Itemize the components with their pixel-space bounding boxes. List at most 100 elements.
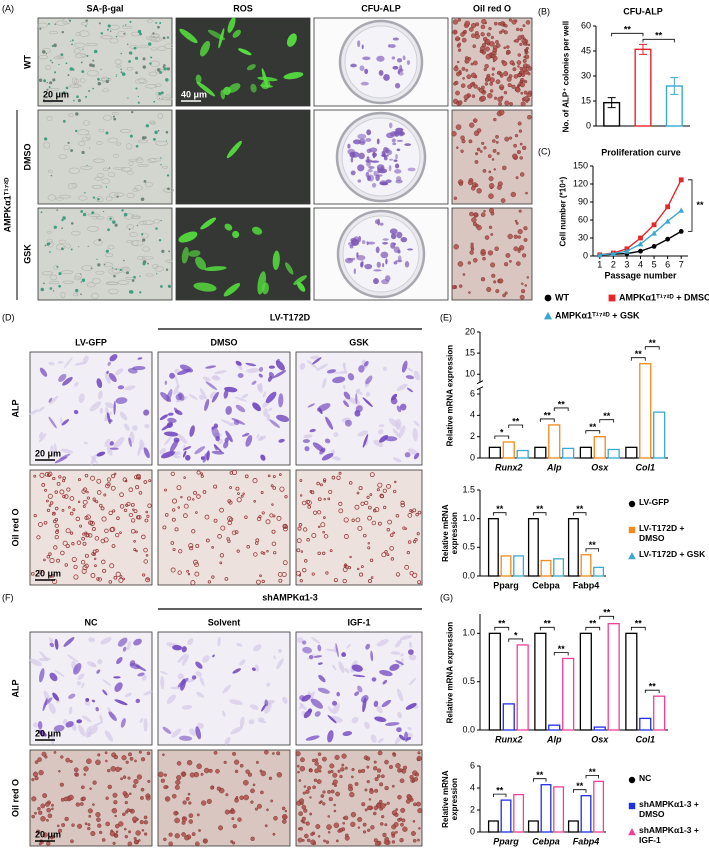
significance-label: ** xyxy=(589,540,597,550)
lipid xyxy=(104,528,109,534)
lipid xyxy=(473,212,478,217)
lipid xyxy=(366,495,370,499)
lipid xyxy=(191,529,196,534)
y-tick-label: 30 xyxy=(578,232,588,242)
lipid xyxy=(473,84,478,89)
lipid xyxy=(46,818,49,822)
stain xyxy=(129,660,136,666)
cell xyxy=(113,153,120,158)
stain xyxy=(135,698,141,704)
stain xyxy=(305,735,320,741)
colony xyxy=(366,241,369,246)
cell xyxy=(325,648,339,652)
lipid xyxy=(362,822,367,827)
lipid xyxy=(79,802,84,806)
lipid xyxy=(404,564,410,570)
lipid xyxy=(369,558,374,562)
row-group-label: AMPKα1ᵀ¹⁷²ᴰ xyxy=(2,178,12,233)
stain xyxy=(152,32,155,35)
lipid xyxy=(322,478,327,482)
lipid xyxy=(244,515,248,519)
cell xyxy=(408,677,417,686)
lipid xyxy=(412,838,417,843)
lipid xyxy=(64,494,69,499)
cell xyxy=(73,83,79,89)
stain xyxy=(116,74,118,76)
lipid xyxy=(127,841,133,847)
cell xyxy=(397,712,403,719)
lipid xyxy=(234,798,239,803)
lipid xyxy=(145,554,149,557)
lipid xyxy=(94,564,97,568)
cell xyxy=(47,194,57,201)
lipid xyxy=(69,511,74,516)
lipid xyxy=(71,542,75,546)
stain xyxy=(44,244,47,247)
lipid xyxy=(306,538,310,542)
stain xyxy=(56,209,59,211)
cell xyxy=(63,718,68,725)
lipid xyxy=(323,534,329,539)
bar xyxy=(527,518,539,577)
lipid xyxy=(110,766,116,772)
lipid xyxy=(133,539,136,543)
lipid xyxy=(509,102,513,106)
y-tick-label: 0 xyxy=(586,120,591,130)
lipid xyxy=(463,99,467,103)
lipid xyxy=(486,32,491,37)
lipid xyxy=(122,812,126,817)
lipid xyxy=(143,832,148,836)
lipid xyxy=(476,147,481,152)
stain xyxy=(109,447,119,450)
panel-label: (D) xyxy=(2,312,15,322)
lipid xyxy=(200,474,204,478)
lipid xyxy=(457,48,462,52)
lipid xyxy=(457,100,463,105)
significance-label: * xyxy=(500,427,504,437)
cell xyxy=(60,416,63,425)
y-tick-label: 2 xyxy=(470,804,475,814)
stain xyxy=(61,218,64,222)
y-tick-label: 4 xyxy=(470,782,475,792)
cell xyxy=(137,139,149,144)
lipid xyxy=(71,823,75,827)
colony xyxy=(379,222,384,226)
stain xyxy=(335,642,339,658)
marker xyxy=(651,230,657,236)
stain xyxy=(131,279,135,282)
cell xyxy=(126,67,134,71)
stain xyxy=(307,403,315,408)
lipid xyxy=(384,823,388,827)
micrograph xyxy=(451,109,533,205)
lipid xyxy=(33,474,37,478)
colony xyxy=(353,268,357,275)
y-tick-label: 10 xyxy=(465,369,475,379)
significance-label: ** xyxy=(536,770,544,780)
significance-label: ** xyxy=(603,411,611,421)
lipid xyxy=(388,764,393,770)
lipid xyxy=(59,782,64,787)
cell xyxy=(145,273,154,277)
colony xyxy=(357,164,365,172)
lipid xyxy=(373,838,378,843)
lipid xyxy=(88,814,92,818)
significance-bracket xyxy=(493,512,507,516)
cell xyxy=(60,291,66,298)
stain xyxy=(49,59,52,62)
lipid xyxy=(172,508,176,512)
cell xyxy=(406,367,414,372)
lipid xyxy=(120,777,123,781)
lipid xyxy=(496,151,500,155)
stain xyxy=(137,101,140,104)
lipid xyxy=(407,540,412,544)
lipid xyxy=(85,514,91,520)
stain xyxy=(75,112,79,116)
lipid xyxy=(73,574,79,580)
cell xyxy=(49,274,57,281)
significance-label: ** xyxy=(603,608,611,618)
stain xyxy=(149,62,152,65)
cell xyxy=(67,654,79,663)
lipid xyxy=(114,814,117,818)
lipid xyxy=(136,515,141,520)
stain xyxy=(128,228,131,231)
